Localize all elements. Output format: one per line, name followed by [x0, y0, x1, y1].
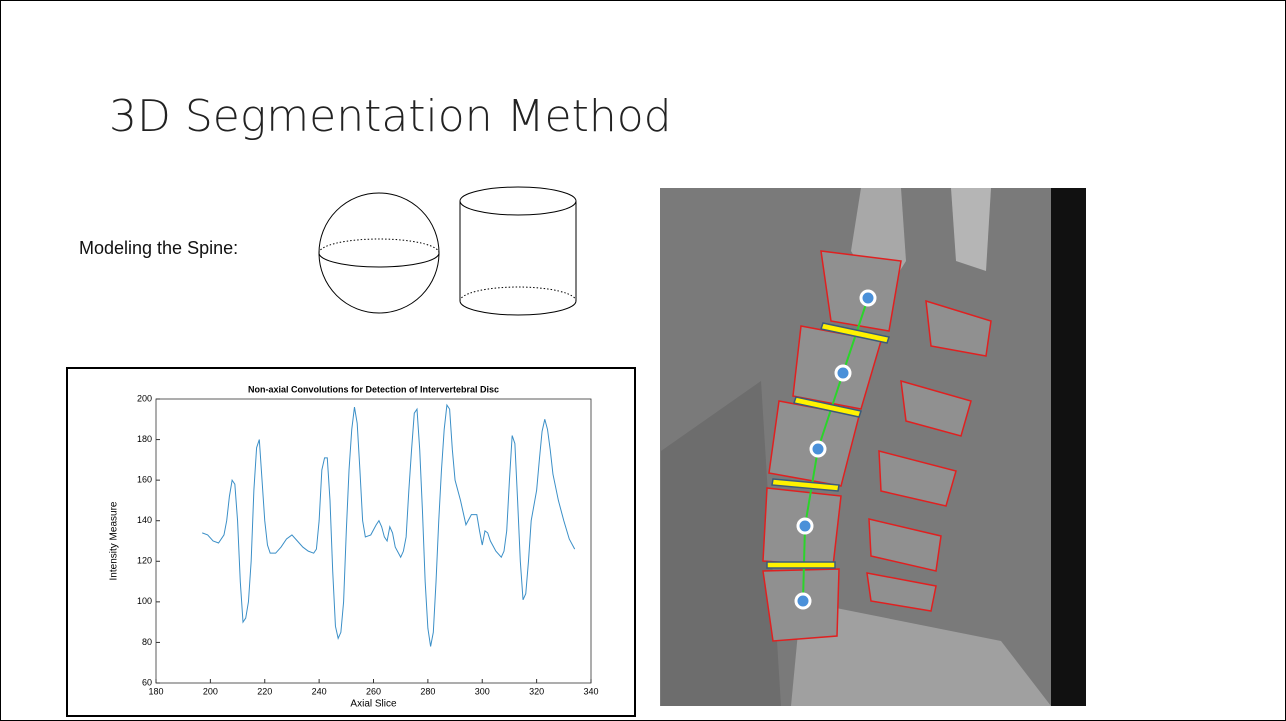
- chart-title: Non-axial Convolutions for Detection of …: [248, 384, 499, 394]
- cylinder: [460, 187, 576, 315]
- x-tick-label: 280: [420, 686, 435, 696]
- slide-label: Modeling the Spine:: [79, 238, 238, 258]
- y-tick-label: 60: [142, 677, 152, 687]
- y-tick-label: 80: [142, 637, 152, 647]
- x-tick-label: 340: [583, 686, 598, 696]
- plot-area: [156, 399, 591, 683]
- chart: Non-axial Convolutions for Detection of …: [109, 384, 599, 709]
- ct-image: [660, 188, 1086, 706]
- slide: 3D Segmentation Method Modeling the Spin…: [0, 0, 1286, 721]
- x-tick-label: 320: [529, 686, 544, 696]
- sphere: [319, 193, 439, 313]
- x-tick-label: 260: [366, 686, 381, 696]
- x-tick-label: 200: [203, 686, 218, 696]
- x-tick-label: 220: [257, 686, 272, 696]
- y-tick-label: 180: [137, 434, 152, 444]
- y-tick-label: 100: [137, 596, 152, 606]
- y-tick-label: 200: [137, 393, 152, 403]
- slide-canvas: 3D Segmentation Method Modeling the Spin…: [1, 1, 1285, 720]
- y-tick-label: 140: [137, 515, 152, 525]
- slide-title: 3D Segmentation Method: [109, 91, 672, 142]
- x-tick-label: 300: [475, 686, 490, 696]
- y-tick-label: 120: [137, 556, 152, 566]
- y-axis-label: Intensity Measure: [109, 501, 120, 580]
- x-tick-label: 180: [148, 686, 163, 696]
- x-axis-label: Axial Slice: [350, 699, 397, 710]
- x-tick-label: 240: [312, 686, 327, 696]
- y-tick-label: 160: [137, 475, 152, 485]
